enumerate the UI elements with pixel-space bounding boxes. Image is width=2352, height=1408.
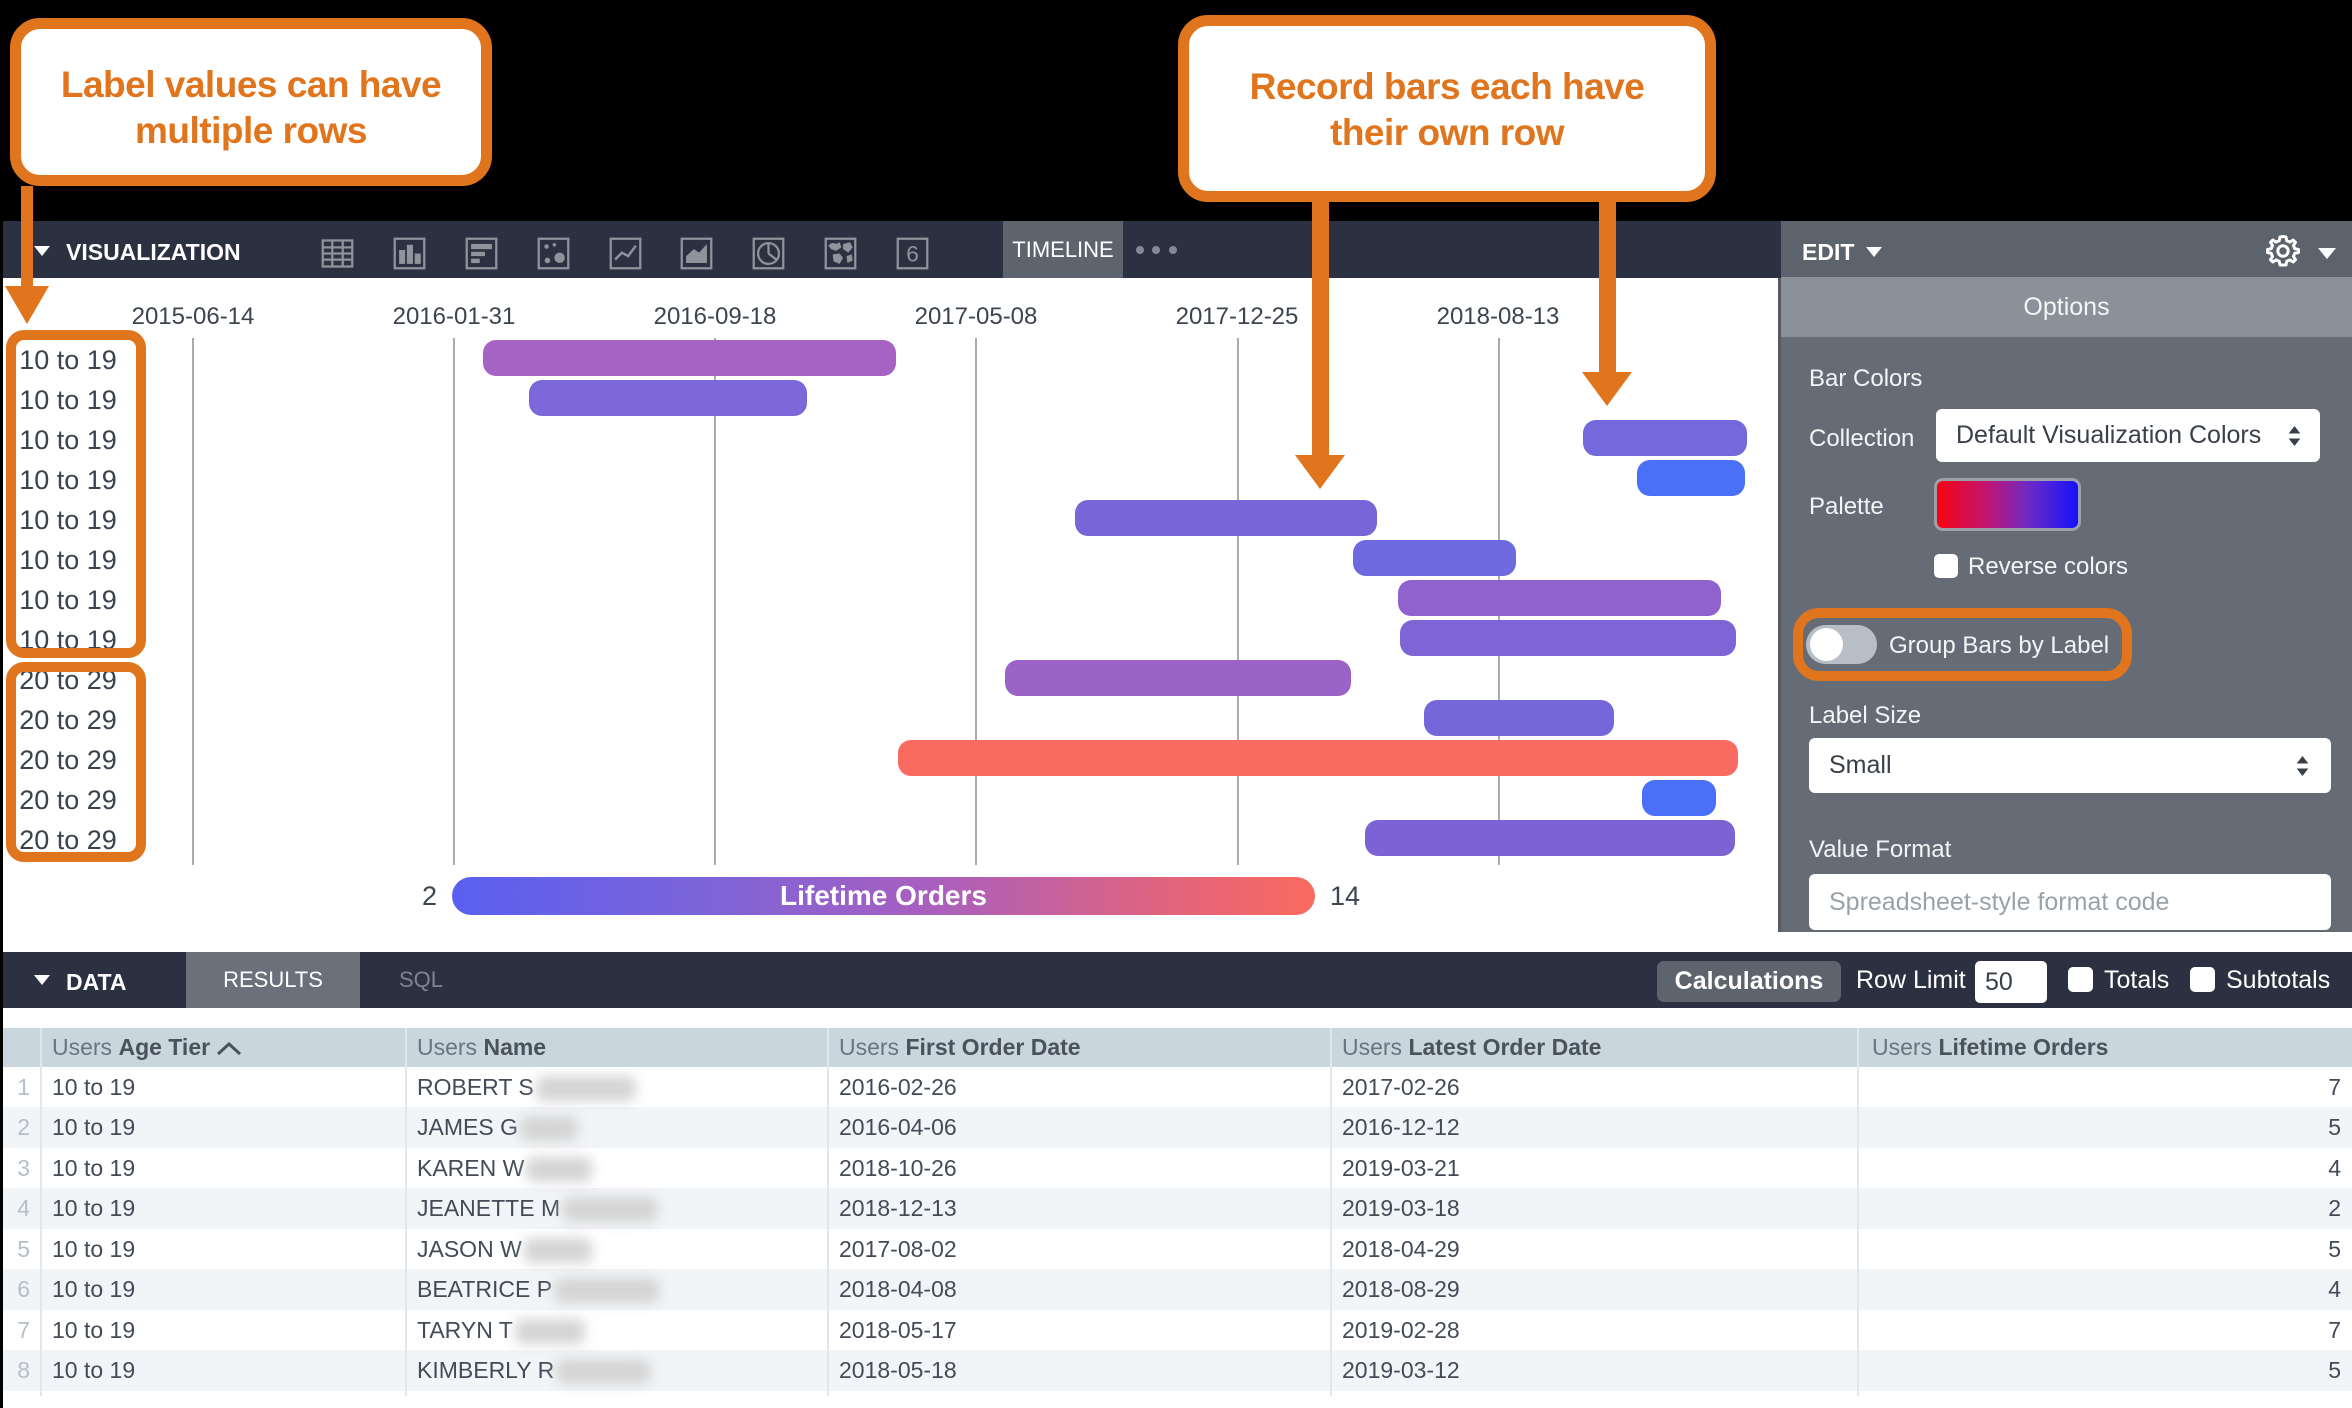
svg-text:6: 6 (906, 241, 919, 266)
